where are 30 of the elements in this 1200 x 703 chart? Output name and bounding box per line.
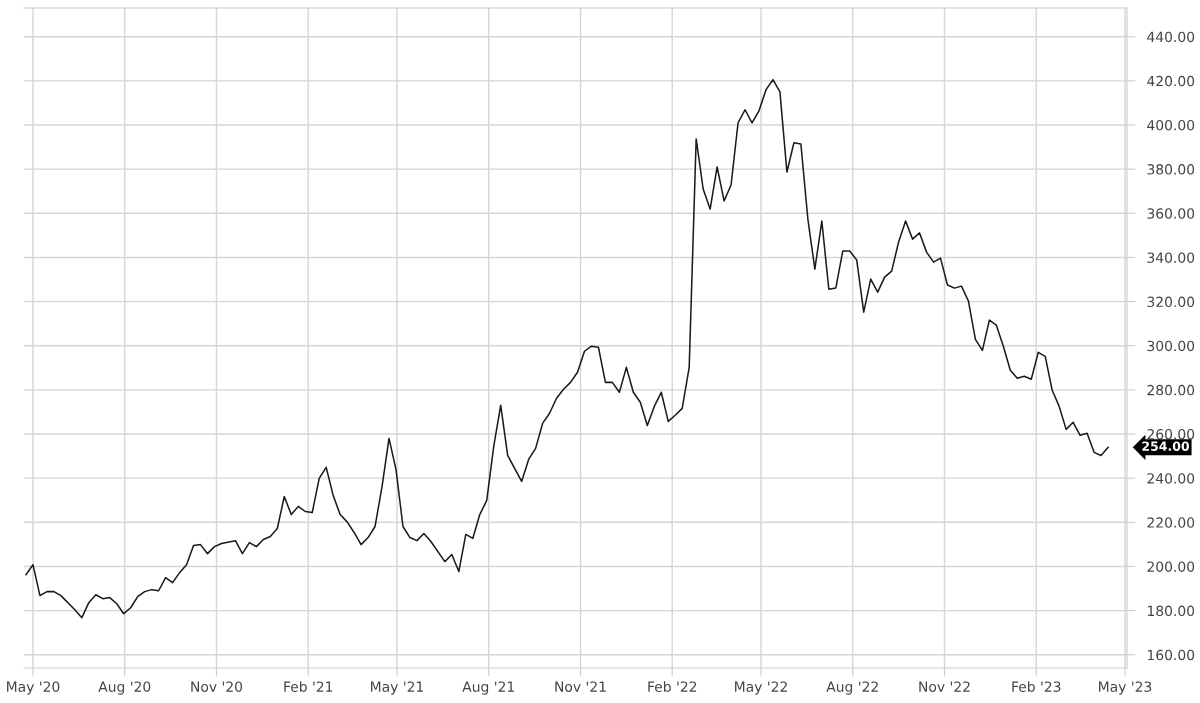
y-tick-label: 200.00 — [1147, 561, 1195, 572]
y-tick-label: 320.00 — [1147, 296, 1195, 308]
line-series — [25, 78, 1109, 619]
x-tick-label: Feb '22 — [648, 681, 697, 692]
y-tick-label: 260.00 — [1147, 428, 1195, 440]
x-tick-label: May '20 — [7, 681, 60, 695]
x-tick-label: Nov '20 — [191, 681, 243, 692]
y-tick-label: 220.00 — [1147, 517, 1195, 528]
y-tick-label: 420.00 — [1147, 75, 1195, 87]
y-tick-label: 180.00 — [1147, 605, 1195, 617]
y-tick-label: 340.00 — [1147, 252, 1195, 263]
annotation: 254.00 — [1142, 441, 1190, 451]
x-tick-label: May '22 — [735, 681, 787, 695]
x-tick-label: Nov '21 — [555, 681, 606, 692]
y-tick-label: 400.00 — [1147, 119, 1195, 131]
y-tick-label: 240.00 — [1147, 473, 1195, 484]
x-tick-label: Aug '22 — [826, 681, 878, 695]
x-tick-label: Feb '21 — [284, 681, 333, 692]
x-tick-label: May '23 — [1099, 681, 1152, 695]
x-tick-label: May '21 — [371, 681, 424, 695]
x-tick-label: Nov '22 — [919, 681, 970, 692]
x-tick-label: Aug '21 — [462, 681, 514, 695]
x-tick-label: Feb '23 — [1012, 681, 1061, 692]
y-tick-label: 440.00 — [1147, 31, 1195, 43]
y-tick-label: 360.00 — [1147, 208, 1195, 219]
y-tick-label: 380.00 — [1147, 164, 1195, 175]
y-tick-label: 300.00 — [1147, 340, 1195, 352]
y-tick-label: 160.00 — [1147, 649, 1195, 661]
x-tick-label: Aug '20 — [98, 681, 151, 695]
y-tick-label: 280.00 — [1147, 384, 1195, 396]
